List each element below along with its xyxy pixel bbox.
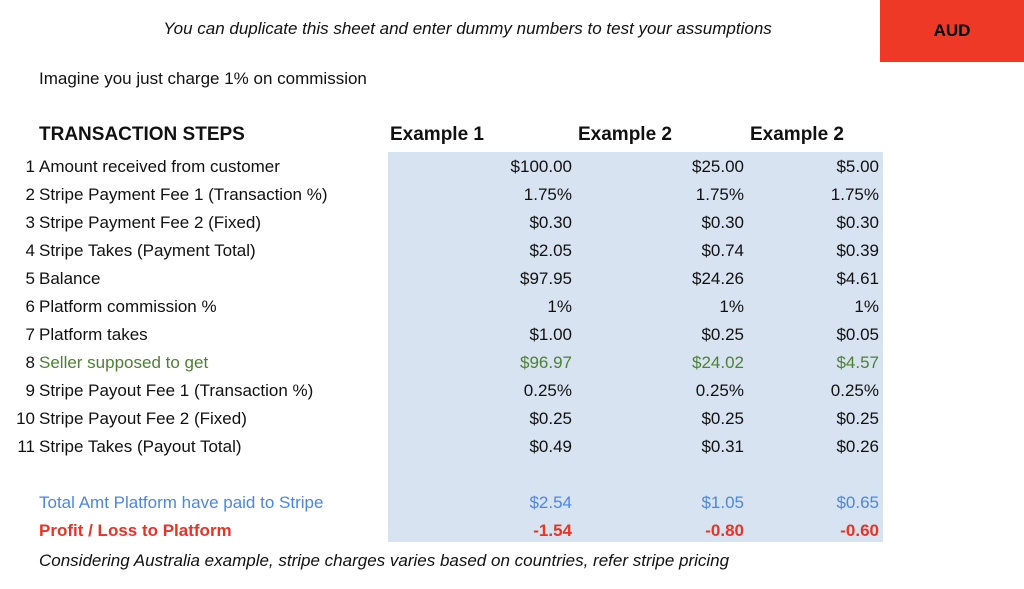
cell-value[interactable]: -1.54 [533,521,572,540]
table-title: TRANSACTION STEPS [39,124,245,145]
row-label[interactable]: Stripe Payout Fee 1 (Transaction %) [39,381,314,400]
top-note: You can duplicate this sheet and enter d… [163,19,772,38]
table-row: 7 Platform takes $1.00 $0.25 $0.05 [0,321,883,349]
cell-value[interactable]: $0.30 [836,213,879,232]
table-row: 6 Platform commission % 1% 1% 1% [0,293,883,321]
cell-value[interactable]: $4.57 [836,353,879,372]
row-number: 9 [25,381,35,400]
cell-value[interactable]: $0.74 [701,241,744,260]
cell-value[interactable]: 1.75% [695,185,744,204]
column-header-example-2b[interactable]: Example 2 [750,124,844,145]
cell-value[interactable]: $2.05 [529,241,572,260]
row-label[interactable]: Stripe Payment Fee 2 (Fixed) [39,213,262,232]
summary-label[interactable]: Profit / Loss to Platform [39,521,232,540]
row-number: 4 [25,241,35,260]
cell-value[interactable]: $0.30 [701,213,744,232]
cell-value[interactable]: $0.26 [836,437,879,456]
summary-label[interactable]: Total Amt Platform have paid to Stripe [39,493,324,512]
row-number: 5 [25,269,35,288]
table-row: 9 Stripe Payout Fee 1 (Transaction %) 0.… [0,377,883,405]
row-label[interactable]: Amount received from customer [39,157,280,176]
cell-value[interactable]: 0.25% [695,381,744,400]
cell-value[interactable]: $0.25 [529,409,572,428]
column-header-example-1[interactable]: Example 1 [390,124,484,145]
cell-value[interactable]: $96.97 [520,353,572,372]
cell-value[interactable]: $1.05 [701,493,744,512]
row-number: 1 [25,157,35,176]
cell-value[interactable]: $5.00 [836,157,879,176]
row-label[interactable]: Balance [39,269,101,288]
table-row: 11 Stripe Takes (Payout Total) $0.49 $0.… [0,433,883,461]
row-label[interactable]: Stripe Payment Fee 1 (Transaction %) [39,185,328,204]
cell-value[interactable]: $0.31 [701,437,744,456]
cell-value[interactable]: $0.05 [836,325,879,344]
row-number: 6 [25,297,35,316]
row-label[interactable]: Stripe Takes (Payout Total) [39,437,242,456]
row-label[interactable]: Stripe Payout Fee 2 (Fixed) [39,409,247,428]
row-number: 3 [25,213,35,232]
summary-row-profit-loss: Profit / Loss to Platform -1.54 -0.80 -0… [0,517,883,545]
cell-value[interactable]: $100.00 [510,157,572,176]
table-header-row: TRANSACTION STEPS Example 1 Example 2 Ex… [0,121,883,149]
cell-value[interactable]: $0.49 [529,437,572,456]
summary-row-total-paid: Total Amt Platform have paid to Stripe $… [0,489,883,517]
cell-value[interactable]: -0.60 [840,521,879,540]
currency-badge[interactable]: AUD [880,0,1024,62]
table-row: 4 Stripe Takes (Payment Total) $2.05 $0.… [0,237,883,265]
cell-value[interactable]: $0.25 [836,409,879,428]
cell-value[interactable]: $0.25 [701,409,744,428]
cell-value[interactable]: $97.95 [520,269,572,288]
cell-value[interactable]: $0.30 [529,213,572,232]
intro-text: Imagine you just charge 1% on commission [39,69,367,88]
highlighted-cells-region [388,152,883,542]
cell-value[interactable]: 0.25% [830,381,879,400]
cell-value[interactable]: $24.02 [692,353,744,372]
cell-value[interactable]: 0.25% [523,381,572,400]
row-number: 11 [17,437,35,456]
row-label[interactable]: Platform commission % [39,297,217,316]
empty-row [0,461,883,489]
row-number: 8 [25,353,35,372]
cell-value[interactable]: $1.00 [529,325,572,344]
row-label[interactable]: Stripe Takes (Payment Total) [39,241,256,260]
cell-value[interactable]: 1.75% [830,185,879,204]
table-row: 1 Amount received from customer $100.00 … [0,153,883,181]
cell-value[interactable]: $4.61 [836,269,879,288]
row-number: 7 [25,325,35,344]
row-label[interactable]: Seller supposed to get [39,353,209,372]
table-row-seller-gets: 8 Seller supposed to get $96.97 $24.02 $… [0,349,883,377]
table-row: 10 Stripe Payout Fee 2 (Fixed) $0.25 $0.… [0,405,883,433]
cell-value[interactable]: 1% [854,297,879,316]
table-row: 5 Balance $97.95 $24.26 $4.61 [0,265,883,293]
cell-value[interactable]: $2.54 [529,493,572,512]
cell-value[interactable]: -0.80 [705,521,744,540]
transaction-table: TRANSACTION STEPS Example 1 Example 2 Ex… [0,121,883,545]
footer-note: Considering Australia example, stripe ch… [39,551,730,570]
cell-value[interactable]: $0.25 [701,325,744,344]
cell-value[interactable]: $0.65 [836,493,879,512]
cell-value[interactable]: 1% [719,297,744,316]
cell-value[interactable]: $25.00 [692,157,744,176]
table-row: 3 Stripe Payment Fee 2 (Fixed) $0.30 $0.… [0,209,883,237]
row-number: 10 [16,409,35,428]
cell-value[interactable]: 1.75% [523,185,572,204]
row-number: 2 [25,185,35,204]
column-header-example-2a[interactable]: Example 2 [578,124,672,145]
cell-value[interactable]: 1% [547,297,572,316]
cell-value[interactable]: $24.26 [692,269,744,288]
table-row: 2 Stripe Payment Fee 1 (Transaction %) 1… [0,181,883,209]
cell-value[interactable]: $0.39 [836,241,879,260]
row-label[interactable]: Platform takes [39,325,148,344]
